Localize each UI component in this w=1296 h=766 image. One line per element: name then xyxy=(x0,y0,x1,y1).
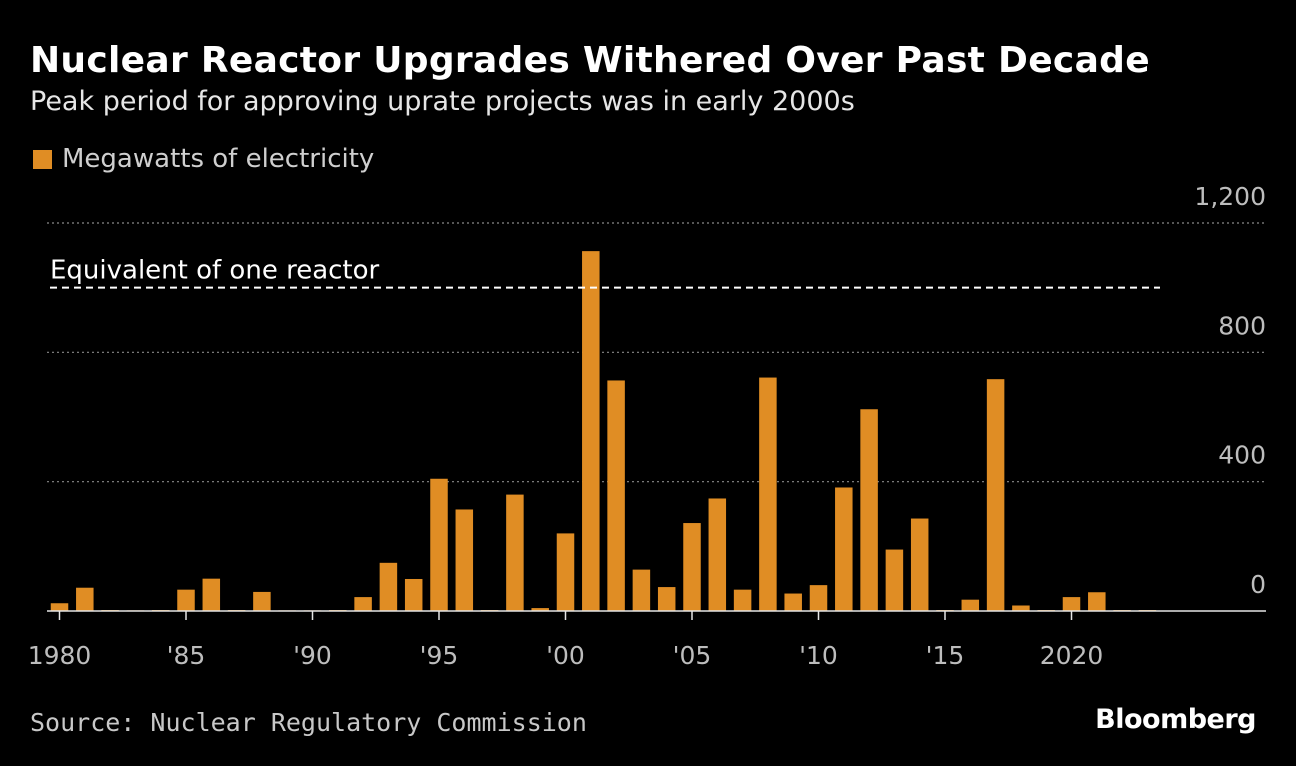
bar xyxy=(177,589,195,611)
bar xyxy=(354,597,372,611)
bar xyxy=(1088,592,1106,611)
bar xyxy=(430,478,448,611)
bar xyxy=(404,578,423,611)
bar xyxy=(835,487,853,611)
bloomberg-logo: Bloomberg xyxy=(1095,704,1256,735)
bar xyxy=(784,593,802,611)
bar xyxy=(50,603,69,611)
bar xyxy=(1062,597,1081,611)
legend-swatch xyxy=(33,149,52,169)
x-tick-label: '90 xyxy=(293,641,332,670)
y-tick-label: 800 xyxy=(1218,311,1266,340)
bar xyxy=(582,251,600,611)
bar xyxy=(379,562,398,611)
bar xyxy=(657,587,676,611)
y-tick-label: 400 xyxy=(1218,441,1266,470)
chart-subtitle: Peak period for approving uprate project… xyxy=(30,86,855,117)
bar xyxy=(506,494,524,611)
source-note: Source: Nuclear Regulatory Commission xyxy=(30,708,587,737)
bar xyxy=(733,589,752,611)
x-tick-label: '05 xyxy=(673,641,712,670)
bar xyxy=(759,377,777,611)
bar xyxy=(910,518,929,611)
bar xyxy=(607,380,625,611)
legend-label: Megawatts of electricity xyxy=(62,144,375,174)
chart-title: Nuclear Reactor Upgrades Withered Over P… xyxy=(30,40,1150,81)
x-tick-label: '85 xyxy=(167,641,206,670)
bar xyxy=(809,585,828,611)
x-tick-label: '10 xyxy=(799,641,838,670)
x-tick-label: '95 xyxy=(420,641,459,670)
bar xyxy=(455,509,474,611)
x-tick-label: '15 xyxy=(926,641,965,670)
bar xyxy=(860,409,878,611)
bar xyxy=(1012,605,1030,611)
bar xyxy=(76,587,94,611)
bar xyxy=(531,608,549,611)
bar xyxy=(632,569,651,611)
x-tick-label: 2020 xyxy=(1040,641,1104,670)
bar xyxy=(683,523,701,611)
bar xyxy=(885,549,904,611)
bar xyxy=(253,591,271,611)
y-tick-label: 1,200 xyxy=(1194,182,1266,211)
x-tick-label: '00 xyxy=(546,641,585,670)
bar xyxy=(556,533,575,611)
y-tick-label: 0 xyxy=(1250,570,1266,599)
legend: Megawatts of electricity xyxy=(33,144,374,174)
bar xyxy=(986,379,1005,611)
reference-line-label: Equivalent of one reactor xyxy=(50,256,380,286)
x-tick-label: 1980 xyxy=(28,641,92,670)
bar xyxy=(708,498,727,611)
bar xyxy=(202,578,221,611)
bar xyxy=(961,599,980,611)
